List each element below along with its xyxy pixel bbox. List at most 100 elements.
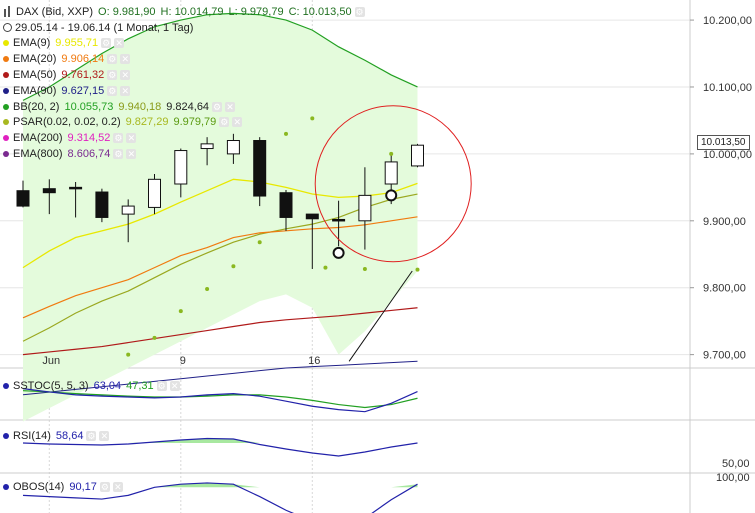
indicator-close-icon[interactable]: ✕ xyxy=(126,149,137,160)
candle-body xyxy=(305,213,319,220)
settings-icon[interactable]: ⚙ xyxy=(354,6,365,17)
bb-mid-line xyxy=(22,193,418,342)
indicator-row: PSAR(0.02, 0.02, 0.2) 9.827,29 9.979,79 ⚙ ✕ xyxy=(3,115,365,131)
indicator-row: EMA(90) 9.627,15 ⚙ ✕ xyxy=(3,83,365,99)
indicator-value: 9.627,15 xyxy=(61,84,105,97)
psar-dot xyxy=(323,265,328,270)
indicator-close-icon[interactable]: ✕ xyxy=(120,54,131,65)
rsi-y-tick: 50,00 xyxy=(722,458,750,470)
indicator-value: 9.314,52 xyxy=(67,132,111,145)
ohlc-low: L: 9.979,79 xyxy=(228,5,284,18)
psar-dot xyxy=(310,116,315,121)
trend-line xyxy=(348,270,413,362)
y-tick-label: 9.800,00 xyxy=(703,283,746,295)
candle-body xyxy=(200,143,214,150)
indicator-close-icon[interactable]: ✕ xyxy=(114,38,125,49)
indicator-value: 9.979,79 xyxy=(173,116,217,129)
indicator-close-icon[interactable]: ✕ xyxy=(225,101,236,112)
psar-dot xyxy=(362,266,367,271)
indicator-settings-icon[interactable]: ⚙ xyxy=(113,149,124,160)
indicator-settings-icon[interactable]: ⚙ xyxy=(107,54,118,65)
indicator-label: PSAR(0.02, 0.02, 0.2) xyxy=(13,116,121,129)
psar-dot xyxy=(415,267,420,272)
ohlc-row: DAX (Bid, XXP) O: 9.981,90 H: 10.014,79 … xyxy=(3,4,365,20)
indicator-label: EMA(50) xyxy=(13,69,57,82)
indicator-row: EMA(50) 9.761,32 ⚙ ✕ xyxy=(3,67,365,83)
obos-label: OBOS(14) xyxy=(13,481,65,493)
psar-dot xyxy=(152,335,157,340)
indicator-settings-icon[interactable]: ⚙ xyxy=(101,38,112,49)
y-tick-label: 10.200,00 xyxy=(703,15,752,27)
indicator-swatch xyxy=(3,56,9,63)
indicator-value: 9.906,14 xyxy=(61,53,105,66)
indicator-close-icon[interactable]: ✕ xyxy=(126,133,137,144)
indicator-close-icon[interactable]: ✕ xyxy=(232,117,243,128)
rsi-legend: RSI(14) 58,64 ⚙ ✕ xyxy=(3,430,110,442)
chart-type-icon[interactable] xyxy=(3,6,13,18)
candle-body xyxy=(332,218,346,222)
sstoc-legend: SSTOC(5, 5, 3) 63,04 47,31 ⚙ ✕ xyxy=(3,380,180,392)
indicator-swatch xyxy=(3,40,9,47)
psar-dot xyxy=(257,240,262,245)
time-axis: Jun 9 16 xyxy=(42,355,320,367)
candle-body xyxy=(148,178,161,208)
x-tick-label: 16 xyxy=(308,355,320,367)
indicator-close-icon[interactable]: ✕ xyxy=(120,70,131,81)
psar-dot xyxy=(178,309,183,314)
y-tick-label: 10.100,00 xyxy=(703,82,752,94)
annotations xyxy=(314,105,472,362)
sstoc-d-line xyxy=(22,390,418,409)
obos-settings-icon[interactable]: ⚙ xyxy=(99,482,110,492)
indicator-value: 8.606,74 xyxy=(67,148,111,161)
candle-body xyxy=(384,161,398,185)
sstoc-close-icon[interactable]: ✕ xyxy=(169,381,180,391)
indicator-swatch xyxy=(3,151,9,158)
marker-circle xyxy=(385,189,398,202)
candle-body xyxy=(16,190,30,207)
indicator-swatch xyxy=(3,103,9,110)
annotation-circle xyxy=(314,105,472,263)
candle-body xyxy=(358,194,372,222)
obos-close-icon[interactable]: ✕ xyxy=(112,482,123,492)
indicator-value: 10.055,73 xyxy=(64,100,114,113)
indicator-row: EMA(800) 8.606,74 ⚙ ✕ xyxy=(3,146,365,162)
ema90-line xyxy=(22,360,418,396)
indicator-settings-icon[interactable]: ⚙ xyxy=(107,85,118,96)
candle-body xyxy=(42,188,56,194)
sstoc-label: SSTOC(5, 5, 3) xyxy=(13,380,89,392)
price-axis: 10.200,00 10.100,00 10.000,00 9.900,00 9.800… xyxy=(690,15,752,362)
indicator-label: EMA(800) xyxy=(13,148,63,161)
x-tick-label: 9 xyxy=(180,355,186,367)
sub-panels: 50,00 100,00 xyxy=(22,388,750,513)
indicator-row: BB(20, 2) 10.055,73 9.940,18 9.824,64 ⚙ ✕ xyxy=(3,99,365,115)
indicator-lines xyxy=(22,12,418,396)
indicator-close-icon[interactable]: ✕ xyxy=(120,85,131,96)
obos-swatch xyxy=(3,484,9,490)
sstoc-settings-icon[interactable]: ⚙ xyxy=(156,381,167,391)
obos-y-tick: 100,00 xyxy=(716,472,750,484)
indicator-settings-icon[interactable]: ⚙ xyxy=(212,101,223,112)
rsi-value: 58,64 xyxy=(55,430,84,442)
indicator-settings-icon[interactable]: ⚙ xyxy=(107,70,118,81)
indicator-settings-icon[interactable]: ⚙ xyxy=(113,133,124,144)
indicator-swatch xyxy=(3,72,9,79)
psar-dot xyxy=(205,287,210,292)
obos-overbought-fill xyxy=(23,482,418,488)
candle-body xyxy=(226,140,240,155)
clock-icon xyxy=(3,23,12,33)
candlesticks xyxy=(16,133,424,269)
rsi-close-icon[interactable]: ✕ xyxy=(99,431,110,441)
indicator-value: 9.761,32 xyxy=(61,69,105,82)
indicator-settings-icon[interactable]: ⚙ xyxy=(219,117,230,128)
ema9-line xyxy=(22,178,418,269)
rsi-settings-icon[interactable]: ⚙ xyxy=(86,431,97,441)
sstoc-k-line xyxy=(22,388,418,413)
bb-upper-line xyxy=(22,12,418,101)
current-price-tag: 10.013,50 xyxy=(697,135,750,150)
ema50-line xyxy=(22,307,418,356)
psar-dot xyxy=(389,151,394,156)
indicator-value: 9.827,29 xyxy=(125,116,169,129)
indicator-swatch xyxy=(3,135,9,142)
rsi-overbought-fill xyxy=(23,438,418,443)
